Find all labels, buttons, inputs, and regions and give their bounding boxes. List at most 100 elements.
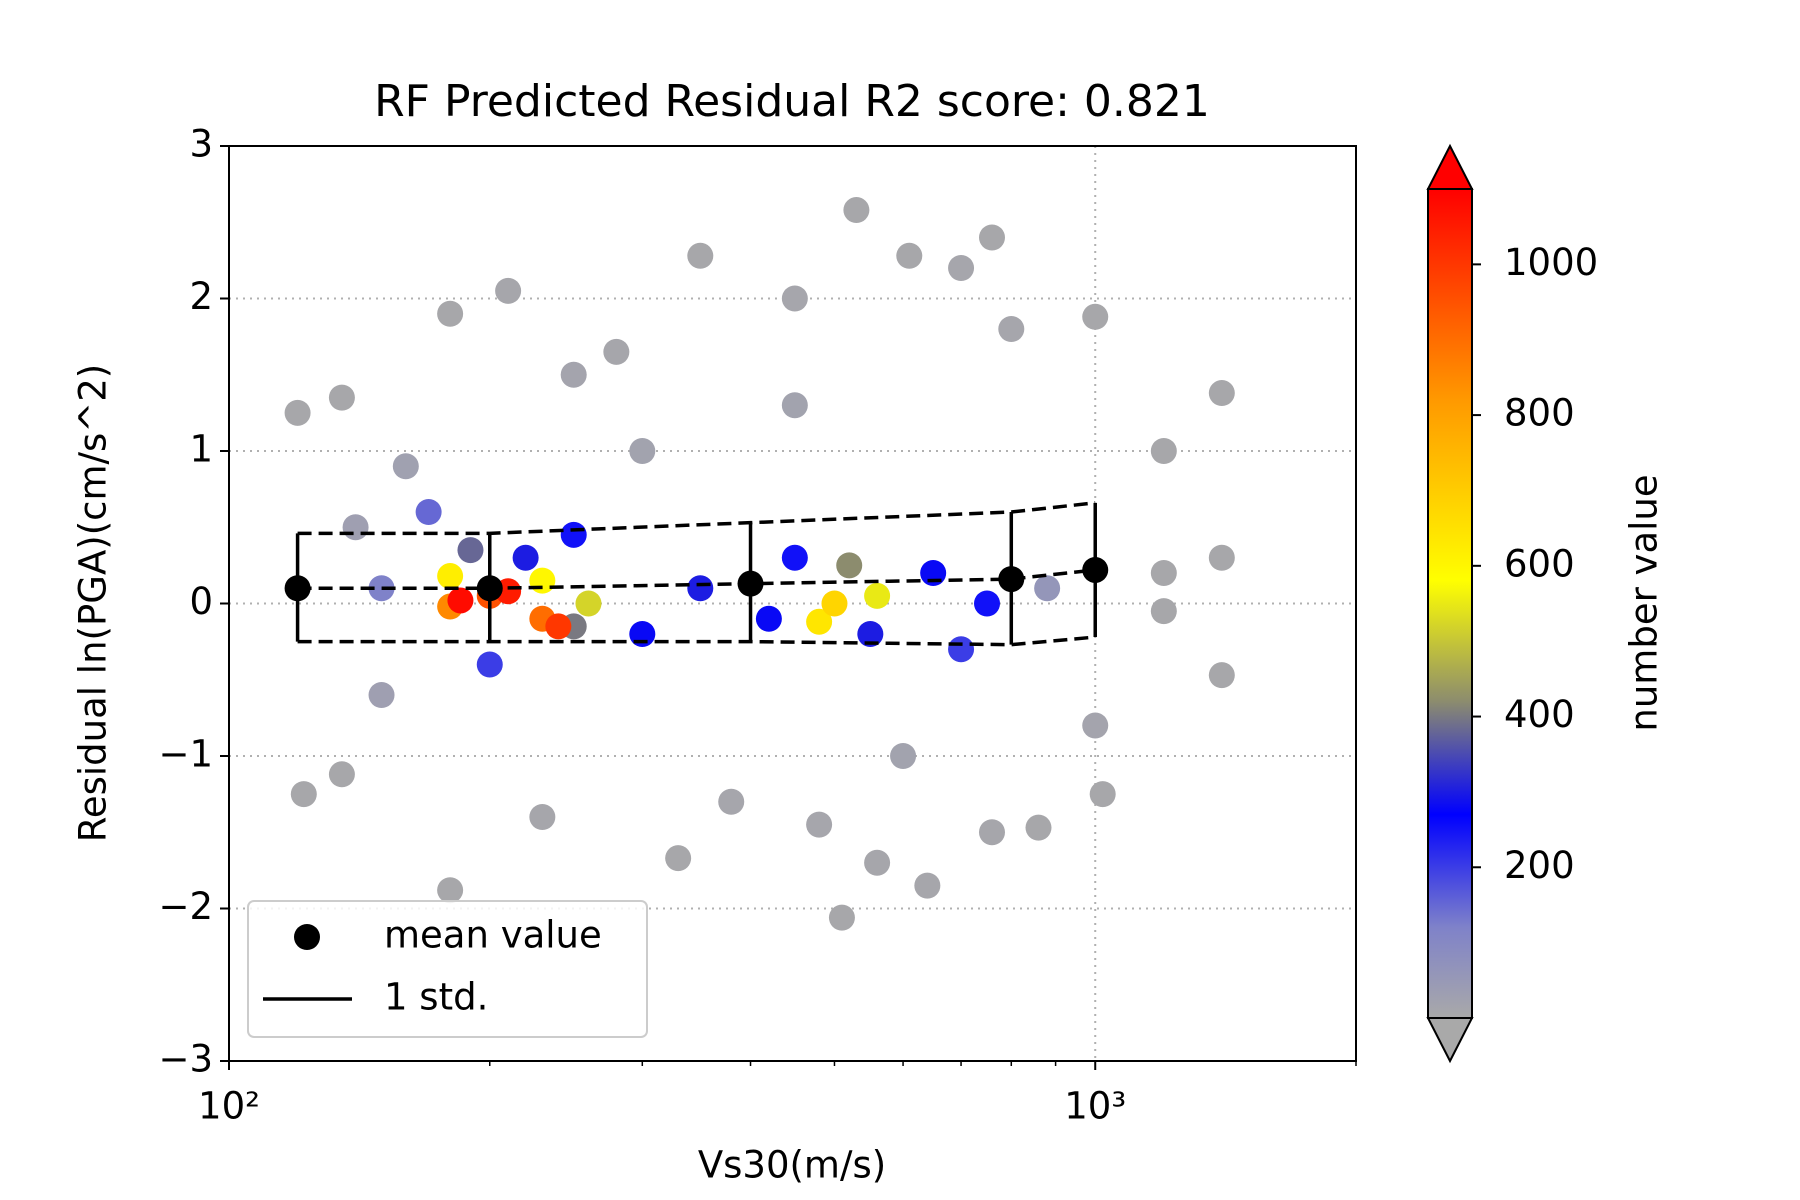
scatter-point: [890, 743, 917, 769]
scatter-point: [896, 242, 923, 269]
colorbar-tick-label: 400: [1504, 693, 1575, 736]
scatter-point: [415, 499, 442, 525]
colorbar-tick-label: 1000: [1504, 241, 1598, 284]
scatter-point: [843, 197, 870, 224]
mean-point: [737, 570, 764, 597]
scatter-point: [806, 811, 833, 838]
y-tick-label: −2: [158, 885, 213, 928]
scatter-point: [1150, 560, 1177, 586]
scatter-point: [529, 804, 556, 830]
y-tick-label: 1: [189, 428, 213, 471]
scatter-point: [781, 392, 808, 419]
scatter-point: [978, 819, 1005, 846]
scatter-point: [437, 563, 464, 590]
mean-point: [476, 575, 503, 602]
y-tick-label: −1: [158, 733, 213, 776]
colorbar-gradient: [1427, 188, 1473, 1019]
legend-label: mean value: [384, 914, 602, 957]
scatter-point: [328, 761, 355, 788]
scatter-point: [836, 552, 863, 579]
scatter-point: [284, 399, 311, 426]
std-lower-line: [297, 635, 1096, 647]
colorbar-label: number value: [1623, 474, 1666, 731]
scatter-points: [284, 197, 1235, 931]
mean-point: [284, 575, 311, 602]
scatter-point: [603, 338, 630, 365]
scatter-point: [755, 605, 782, 632]
scatter-point: [687, 575, 714, 602]
scatter-point: [1208, 662, 1235, 689]
scatter-point: [864, 582, 891, 609]
scatter-point: [476, 651, 503, 678]
scatter-point: [821, 590, 848, 617]
scatter-point: [1150, 598, 1177, 625]
y-axis-label: Residual ln(PGA)(cm/s^2): [72, 364, 115, 842]
x-tick-label: 10³: [1064, 1085, 1126, 1128]
y-tick-label: −3: [158, 1038, 213, 1081]
scatter-point: [290, 781, 317, 808]
scatter-point: [978, 224, 1005, 251]
scatter-point: [342, 514, 369, 541]
scatter-point: [718, 788, 745, 815]
scatter-point: [998, 316, 1025, 342]
scatter-point: [437, 877, 464, 904]
scatter-point: [512, 544, 539, 571]
scatter-point: [806, 608, 833, 635]
scatter-point: [1082, 303, 1109, 330]
scatter-point: [1025, 814, 1052, 841]
overlay: [284, 501, 1109, 647]
scatter-point: [948, 255, 975, 281]
scatter-point: [828, 904, 855, 931]
scatter-point: [857, 621, 884, 647]
scatter-point: [1150, 438, 1177, 464]
y-tick-label: 2: [189, 275, 213, 318]
mean-point: [998, 566, 1025, 593]
scatter-point: [948, 636, 975, 663]
y-tick-label: 0: [189, 580, 213, 623]
scatter-point: [1082, 712, 1109, 739]
scatter-point: [629, 438, 656, 464]
scatter-point: [781, 285, 808, 312]
x-axis-label: Vs30(m/s): [698, 1144, 886, 1187]
scatter-point: [575, 590, 602, 617]
scatter-point: [560, 361, 587, 388]
scatter-point: [665, 845, 692, 872]
colorbar-tick-label: 200: [1504, 844, 1575, 887]
legend-label: 1 std.: [384, 976, 488, 1019]
axes: −3 −2 −1 0 1 2 3 10² 10³: [158, 123, 1357, 1128]
legend-marker: [294, 924, 320, 950]
legend-box: [247, 900, 648, 1038]
scatter-point: [1034, 575, 1061, 602]
colorbar-tick-label: 600: [1504, 542, 1575, 585]
legend: mean value 1 std.: [247, 900, 648, 1038]
scatter-point: [1208, 544, 1235, 571]
scatter-point: [545, 613, 572, 640]
scatter-point: [560, 521, 587, 548]
mean-point: [1082, 556, 1109, 583]
scatter-point: [495, 277, 522, 304]
scatter-point: [447, 587, 474, 614]
y-tick-label: 3: [189, 123, 213, 166]
scatter-point: [392, 453, 419, 480]
scatter-point: [1089, 781, 1116, 808]
scatter-point: [328, 384, 355, 411]
colorbar-extend-bottom: [1426, 1017, 1474, 1064]
scatter-point: [914, 872, 941, 899]
scatter-point: [368, 682, 395, 708]
scatter-point: [864, 849, 891, 876]
scatter-point: [457, 537, 484, 564]
scatter-point: [1208, 380, 1235, 407]
colorbar: 200 400 600 800 1000: [1426, 143, 1598, 1064]
x-tick-label: 10²: [198, 1085, 260, 1128]
scatter-point: [974, 590, 1001, 617]
scatter-point: [687, 242, 714, 269]
scatter-point: [368, 575, 395, 602]
colorbar-tick-label: 800: [1504, 392, 1575, 435]
chart-title: RF Predicted Residual R2 score: 0.821: [374, 76, 1210, 127]
scatter-point: [781, 544, 808, 571]
scatter-point: [529, 567, 556, 594]
scatter-point: [437, 300, 464, 327]
colorbar-extend-top: [1426, 143, 1474, 190]
